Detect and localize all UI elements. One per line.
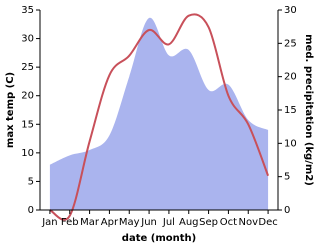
x-tick-label: Oct	[220, 217, 237, 228]
x-tick-label: Feb	[61, 217, 79, 228]
y2-tick-label: 20	[284, 72, 297, 83]
y2-tick-label: 5	[284, 172, 290, 183]
y-tick-label: 35	[21, 5, 34, 16]
y2-tick-label: 15	[284, 105, 297, 116]
x-tick-label: Apr	[101, 217, 119, 228]
x-tick-label: Dec	[258, 217, 277, 228]
y-tick-label: 10	[21, 148, 34, 159]
y-tick-label: 5	[28, 176, 34, 187]
x-tick-label: Nov	[238, 217, 258, 228]
x-tick-label: Jun	[140, 217, 157, 228]
y2-tick-label: 30	[284, 5, 297, 16]
x-tick-label: Aug	[179, 217, 199, 228]
x-tick-label: Jan	[41, 217, 57, 228]
x-tick-label: Jul	[162, 217, 175, 228]
precip-area	[49, 17, 269, 210]
y-axis-label: max temp (C)	[5, 72, 16, 148]
y2-tick-label: 10	[284, 138, 297, 149]
y2-tick-label: 25	[284, 38, 297, 49]
y-tick-label: 20	[21, 91, 34, 102]
y-tick-label: 15	[21, 119, 34, 130]
x-axis-label: date (month)	[122, 233, 196, 244]
y-tick-label: 30	[21, 34, 34, 45]
y-tick-label: 0	[28, 205, 34, 216]
x-tick-label: Mar	[80, 217, 100, 228]
x-tick-label: Sep	[199, 217, 218, 228]
y-tick-label: 25	[21, 62, 34, 73]
y2-tick-label: 0	[284, 205, 290, 216]
temp-line	[49, 13, 270, 221]
y2-axis-label: med. precipitation (kg/m2)	[303, 34, 314, 186]
x-tick-label: May	[119, 217, 140, 228]
